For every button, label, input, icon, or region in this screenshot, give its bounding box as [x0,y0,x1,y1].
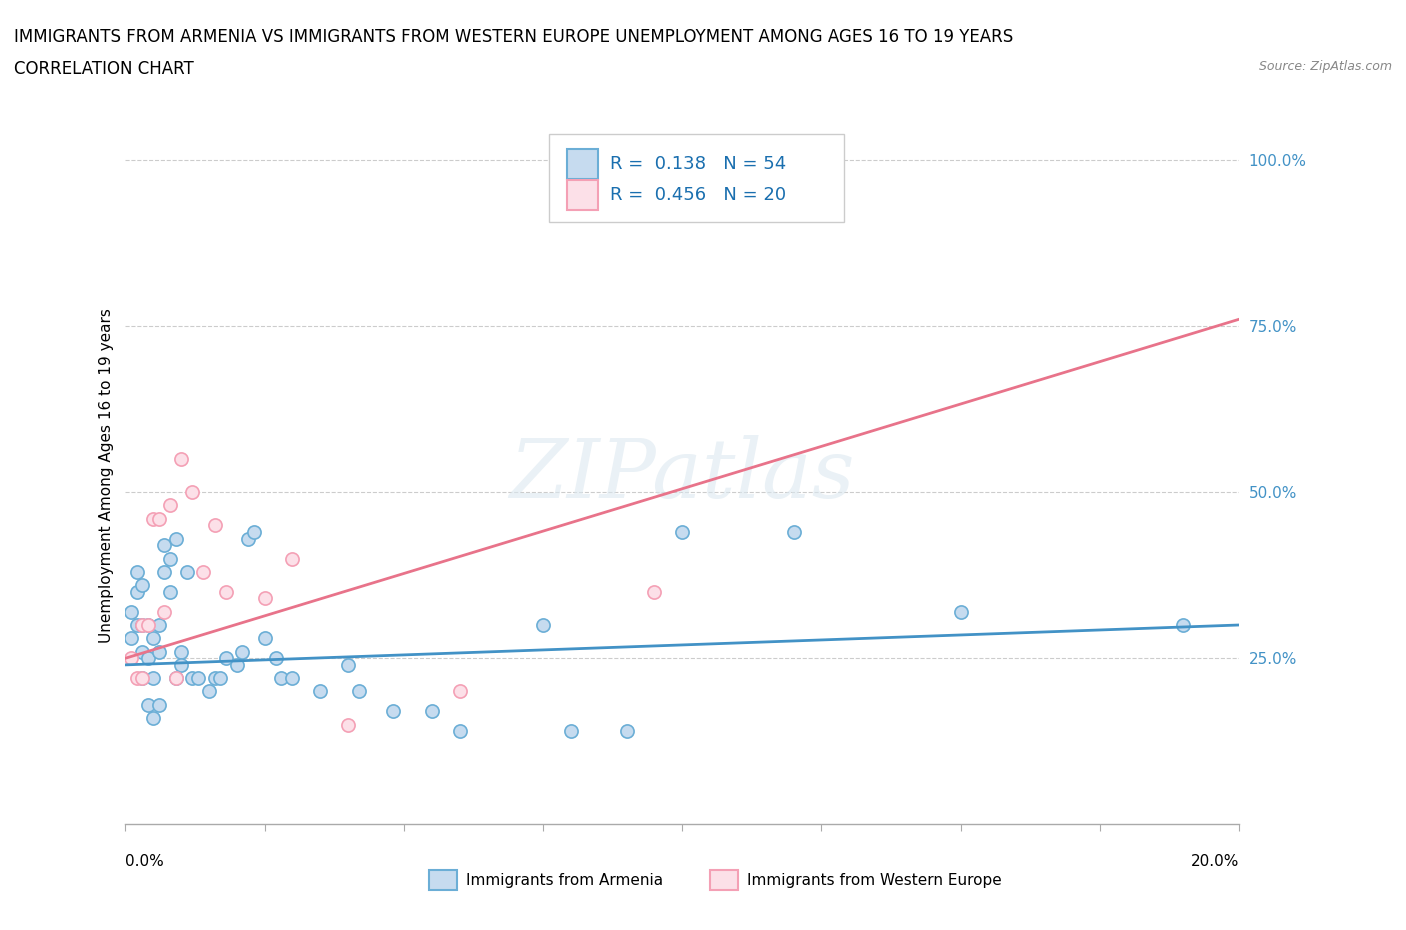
Point [170,644,193,659]
Point [148,618,170,632]
Point [159,498,181,512]
Point [309,684,332,698]
Point [165,671,187,685]
Point [231,644,253,659]
Point [253,591,276,605]
Point [148,698,170,712]
Point [131,671,153,685]
Point [225,658,247,672]
Text: 0.0%: 0.0% [125,855,165,870]
Point [125,671,148,685]
Point [148,512,170,526]
Point [531,618,554,632]
Point [136,618,159,632]
Text: CORRELATION CHART: CORRELATION CHART [14,60,194,78]
Point [131,671,153,685]
Point [643,584,665,599]
Point [187,671,209,685]
Point [120,604,142,619]
Point [671,525,693,539]
Point [165,671,187,685]
Point [281,551,304,566]
Point [270,671,292,685]
Text: 20.0%: 20.0% [1191,855,1239,870]
Point [1173,618,1195,632]
Point [337,658,360,672]
Point [381,704,404,719]
Point [204,518,226,533]
Point [215,651,238,666]
Point [148,644,170,659]
Point [449,684,471,698]
Point [209,671,232,685]
Point [949,604,972,619]
Point [136,698,159,712]
Point [181,485,204,499]
Point [337,717,360,732]
Point [131,578,153,592]
Point [193,565,215,579]
Point [131,618,153,632]
Point [153,604,176,619]
Point [181,671,204,685]
Point [165,531,187,546]
Text: ZIPatlas: ZIPatlas [509,435,855,515]
Point [204,671,226,685]
Point [125,618,148,632]
Text: Immigrants from Western Europe: Immigrants from Western Europe [747,872,1001,887]
Point [281,671,304,685]
Text: R =  0.456   N = 20: R = 0.456 N = 20 [610,186,786,204]
Text: R =  0.138   N = 54: R = 0.138 N = 54 [610,155,786,173]
Point [176,565,198,579]
Point [131,644,153,659]
Point [131,618,153,632]
Point [159,551,181,566]
Point [198,684,221,698]
Point [420,704,443,719]
Point [136,618,159,632]
Point [153,565,176,579]
Point [142,512,165,526]
Point [242,525,264,539]
Point [560,724,582,738]
Point [170,451,193,466]
Point [153,538,176,552]
Point [236,531,259,546]
Point [349,684,371,698]
Point [782,525,804,539]
Point [142,631,165,645]
Y-axis label: Unemployment Among Ages 16 to 19 years: Unemployment Among Ages 16 to 19 years [100,308,114,643]
Point [142,671,165,685]
Point [170,658,193,672]
Point [142,711,165,725]
Text: Immigrants from Armenia: Immigrants from Armenia [465,872,662,887]
Point [136,651,159,666]
Text: IMMIGRANTS FROM ARMENIA VS IMMIGRANTS FROM WESTERN EUROPE UNEMPLOYMENT AMONG AGE: IMMIGRANTS FROM ARMENIA VS IMMIGRANTS FR… [14,28,1014,46]
Point [253,631,276,645]
Point [264,651,287,666]
Point [120,651,142,666]
Point [125,565,148,579]
Point [215,584,238,599]
Point [449,724,471,738]
Point [120,631,142,645]
Point [159,584,181,599]
Point [125,584,148,599]
Point [616,724,638,738]
Text: Source: ZipAtlas.com: Source: ZipAtlas.com [1258,60,1392,73]
